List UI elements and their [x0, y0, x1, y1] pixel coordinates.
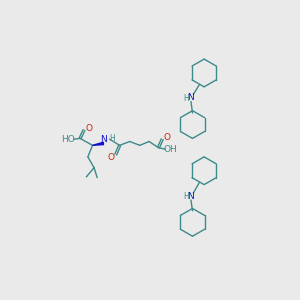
Text: N: N: [100, 135, 106, 144]
Text: O: O: [164, 133, 170, 142]
Polygon shape: [92, 142, 104, 145]
Text: O: O: [85, 124, 92, 133]
Text: H: H: [110, 134, 115, 143]
Text: H: H: [183, 192, 189, 201]
Text: H: H: [183, 94, 189, 103]
Text: N: N: [188, 192, 194, 201]
Text: N: N: [188, 93, 194, 102]
Text: OH: OH: [164, 146, 178, 154]
Text: HO: HO: [61, 135, 75, 144]
Text: O: O: [108, 153, 115, 162]
